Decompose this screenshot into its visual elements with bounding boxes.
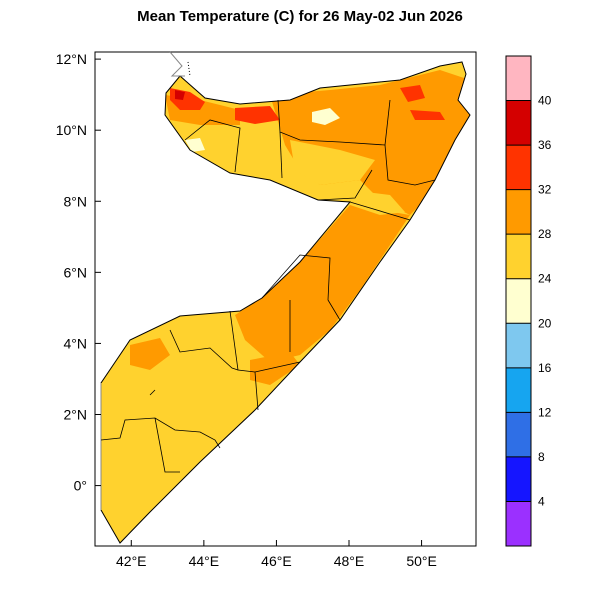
lat-tick-label: 0° [74,478,87,494]
red-region-north-coast [235,106,280,124]
colorbar-swatch [506,234,531,279]
lat-tick-label: 8°N [64,193,88,209]
lon-tick-label: 50°E [406,553,437,569]
colorbar-label: 4 [538,494,545,508]
lat-tick-label: 10°N [56,122,87,138]
colorbar-swatch [506,367,531,413]
colorbar-border [505,55,532,547]
cool-patch-north [312,108,340,125]
colorbar-label: 32 [538,183,552,197]
lon-tick-label: 48°E [334,553,365,569]
colorbar: 4 8 12 16 20 24 28 32 36 40 [505,55,552,547]
orange-region-south-west [130,338,170,370]
colorbar-swatch [506,145,531,190]
colorbar-label: 24 [538,272,552,286]
colorbar-label: 8 [538,450,545,464]
colorbar-label: 28 [538,227,552,241]
colorbar-label: 16 [538,361,552,375]
colorbar-swatch [506,56,531,101]
cool-patch-northwest [185,138,205,152]
colorbar-swatch [506,100,531,146]
colorbar-swatch [506,501,531,546]
region-borders [100,99,436,473]
darkred-spot-northwest [175,90,185,100]
lat-tick-label: 2°N [64,407,88,423]
lat-tick-label: 4°N [64,335,88,351]
yellow-patch-north [290,140,375,185]
red-region-northeast [400,85,425,102]
lon-tick-label: 42°E [116,553,147,569]
lat-tick-label: 12°N [56,51,87,67]
orange-region-central [235,205,410,362]
colorbar-swatch [506,456,531,502]
colorbar-label: 20 [538,316,552,330]
colorbar-swatch [506,323,531,368]
colorbar-label: 36 [538,138,552,152]
yellow-patch-east [350,190,405,215]
colorbar-label: 40 [538,94,552,108]
colorbar-swatch [506,412,531,457]
lon-tick-label: 44°E [189,553,220,569]
colorbar-label: 12 [538,405,552,419]
lat-tick-label: 6°N [64,264,88,280]
axes: 42°E 44°E 46°E 48°E 50°E 12°N 10°N 8°N 6°N 4°N 2°N… [56,51,437,569]
colorbar-swatch [506,189,531,235]
orange-region-south-coast [250,352,300,385]
red-region-east [410,110,445,120]
lon-tick-label: 46°E [261,553,292,569]
map-title: Mean Temperature (C) for 26 May-02 Jun 2… [137,8,463,25]
colorbar-swatch [506,278,531,324]
